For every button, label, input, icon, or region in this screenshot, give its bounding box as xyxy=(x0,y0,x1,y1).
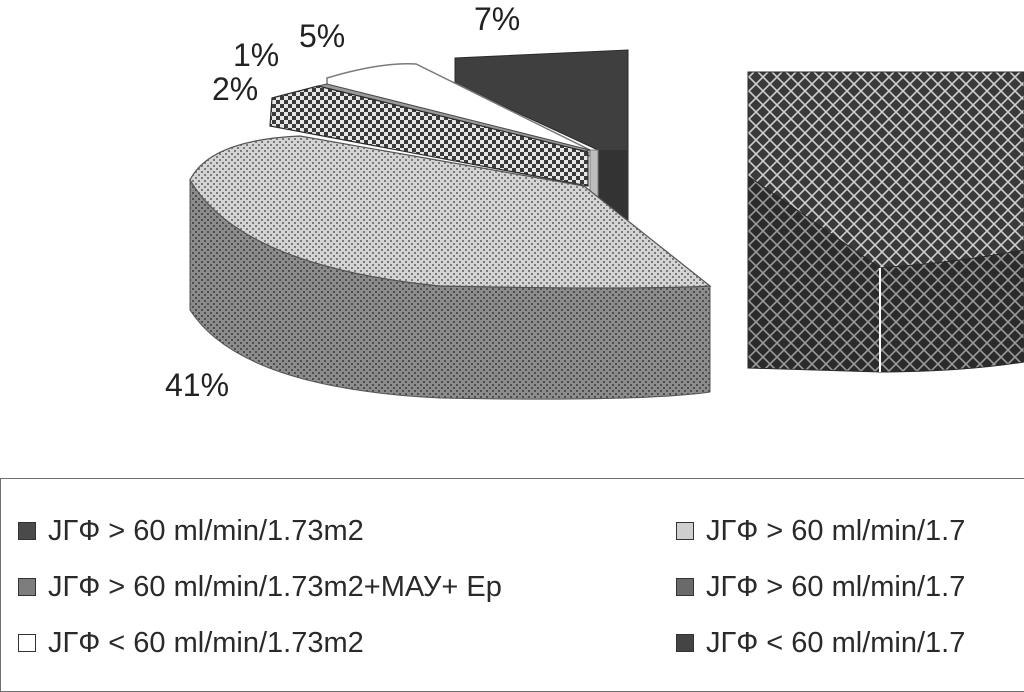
legend-swatch xyxy=(18,634,36,652)
chart-legend: ЈГФ > 60 ml/min/1.73m2 ЈГФ > 60 ml/min/1… xyxy=(0,478,1024,692)
legend-item: ЈГФ > 60 ml/min/1.73m2+МАУ+ Ер xyxy=(18,570,502,604)
legend-text: ЈГФ > 60 ml/min/1.73m2+МАУ+ Ер xyxy=(48,570,502,603)
label-1: 1% xyxy=(233,37,279,73)
legend-swatch xyxy=(676,578,694,596)
slice-2 xyxy=(269,85,589,187)
legend-swatch xyxy=(18,578,36,596)
legend-text: ЈГФ > 60 ml/min/1.7 xyxy=(706,570,966,603)
label-5: 5% xyxy=(299,18,345,54)
legend-item: ЈГФ > 60 ml/min/1.73m2 xyxy=(18,514,364,548)
label-7: 7% xyxy=(474,1,520,37)
slice-44 xyxy=(747,71,1024,373)
legend-item: ЈГФ > 60 ml/min/1.7 xyxy=(676,514,965,548)
legend-text: ЈГФ < 60 ml/min/1.73m2 xyxy=(48,626,364,659)
legend-item: ЈГФ < 60 ml/min/1.7 xyxy=(676,626,965,660)
legend-swatch xyxy=(18,522,36,540)
pie-chart: 7% 5% 1% 2% 41% xyxy=(165,1,1024,403)
slice-5 xyxy=(326,63,599,201)
legend-item: ЈГФ > 60 ml/min/1.7 xyxy=(676,570,965,604)
legend-item: ЈГФ < 60 ml/min/1.73m2 xyxy=(18,626,364,660)
label-2: 2% xyxy=(212,71,258,107)
label-41: 41% xyxy=(165,367,229,403)
legend-text: ЈГФ < 60 ml/min/1.7 xyxy=(706,626,966,659)
legend-swatch xyxy=(676,522,694,540)
slice-41 xyxy=(189,135,712,400)
legend-swatch xyxy=(676,634,694,652)
legend-text: ЈГФ > 60 ml/min/1.73m2 xyxy=(48,514,364,547)
legend-text: ЈГФ > 60 ml/min/1.7 xyxy=(706,514,966,547)
